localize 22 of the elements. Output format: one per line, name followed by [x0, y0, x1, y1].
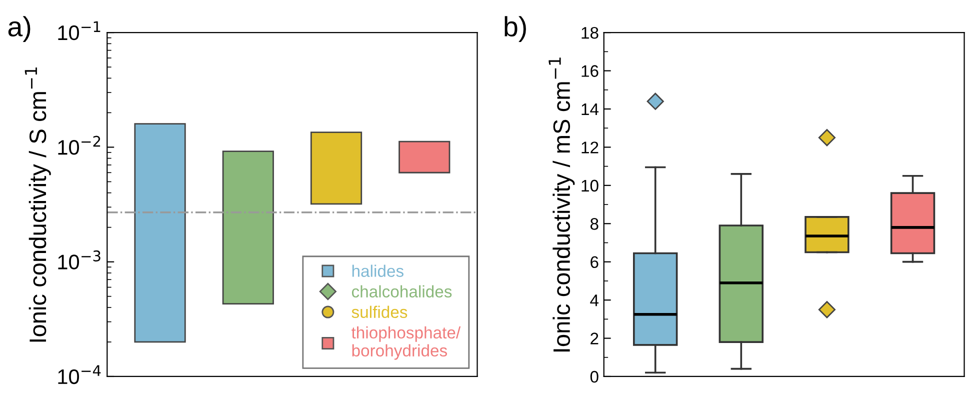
y-tick-label: 10$^{−2}$ [58, 136, 100, 155]
legend-label: thiophosphate/ borohydrides [352, 326, 461, 360]
y-axis-title: Ionic conductivity / mS cm$^{−1}$ [548, 58, 575, 352]
y-tick-label: 4 [590, 294, 599, 306]
y-tick-label: 10$^{−1}$ [58, 21, 100, 40]
y-tick-label: 2 [590, 332, 598, 344]
y-tick-label: 0 [590, 370, 598, 383]
y-tick-label: 18 [582, 26, 598, 39]
chart-title: b) [504, 16, 526, 42]
y-tick-label: 14 [582, 104, 599, 116]
y-axis-title: Ionic conductivity / S cm$^{−1}$ [24, 68, 51, 342]
legend-label: sulfides [352, 306, 408, 318]
legend-label: chalcohalides [352, 285, 452, 298]
y-tick-label: 6 [590, 256, 598, 268]
y-tick-label: 10$^{−4}$ [58, 365, 101, 384]
y-tick-label: 12 [582, 142, 598, 154]
y-tick-label: 8 [590, 218, 598, 230]
y-tick-label: 16 [582, 65, 598, 77]
legend-label: halides [352, 264, 404, 277]
y-tick-label: 10$^{−3}$ [58, 250, 100, 270]
chart-title: a) [8, 16, 30, 42]
y-tick-label: 10 [582, 180, 598, 192]
